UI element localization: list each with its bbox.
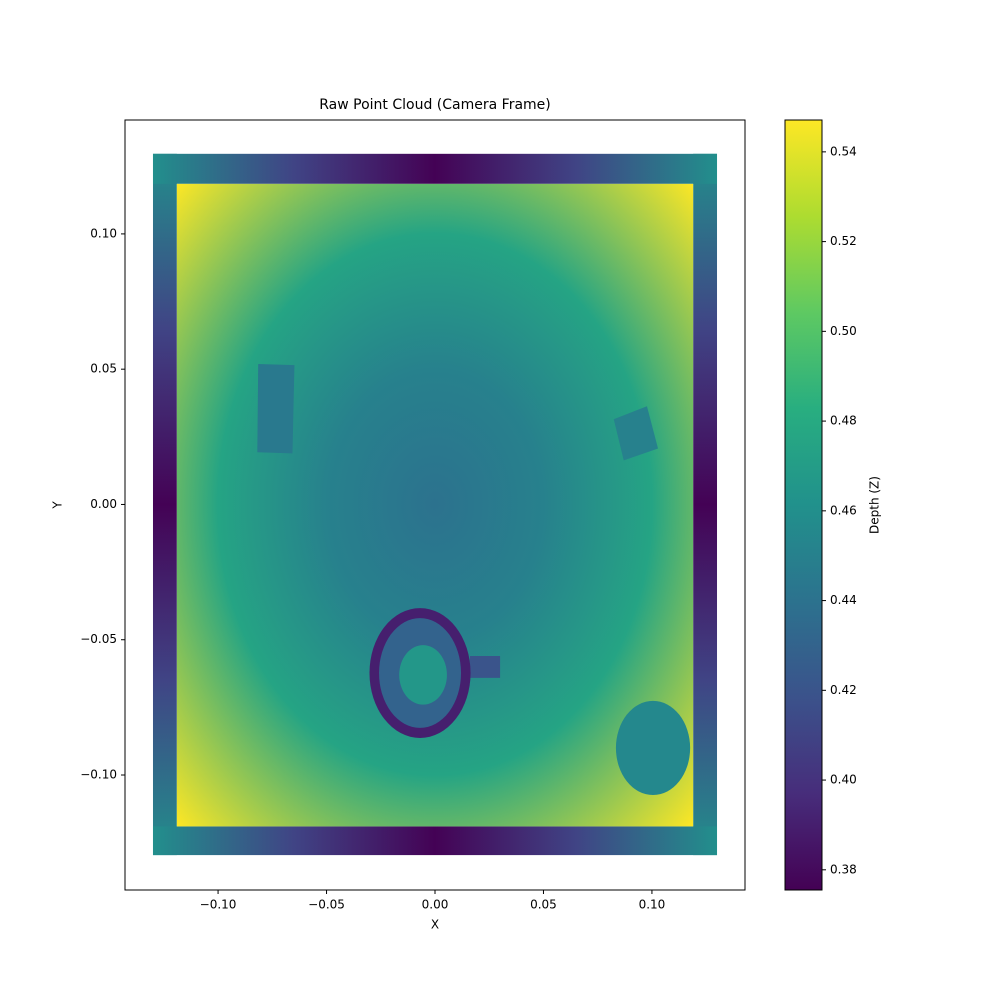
object-points — [399, 645, 447, 705]
colorbar-tick-label: 0.38 — [830, 862, 857, 876]
x-axis-label: X — [431, 918, 439, 932]
colorbar-tick-label: 0.40 — [830, 773, 857, 787]
object-points — [469, 655, 501, 678]
x-tick-label: 0.10 — [639, 898, 666, 912]
frame-bottom — [152, 826, 718, 856]
colorbar-tick-label: 0.54 — [830, 144, 857, 158]
frame-right — [693, 153, 718, 856]
colorbar-tick-label: 0.50 — [830, 324, 857, 338]
colorbar-tick-label: 0.52 — [830, 234, 857, 248]
x-tick-label: −0.10 — [200, 898, 237, 912]
y-tick-label: −0.05 — [80, 632, 117, 646]
y-axis-label: Y — [51, 501, 65, 510]
y-tick-label: 0.05 — [90, 362, 117, 376]
colorbar-tick-label: 0.48 — [830, 414, 857, 428]
frame-left — [152, 153, 177, 856]
x-tick-label: 0.00 — [422, 898, 449, 912]
x-tick-label: −0.05 — [308, 898, 345, 912]
colorbar-label: Depth (Z) — [868, 476, 882, 534]
colorbar-tick-label: 0.44 — [830, 593, 857, 607]
y-tick-label: 0.10 — [90, 226, 117, 240]
y-tick-label: 0.00 — [90, 497, 117, 511]
object-points — [257, 364, 295, 454]
object-points — [613, 406, 659, 461]
frame-top — [152, 153, 718, 184]
object-points — [615, 700, 691, 796]
colorbar-tick-label: 0.46 — [830, 503, 857, 517]
y-tick-label: −0.10 — [80, 768, 117, 782]
x-tick-label: 0.05 — [530, 898, 557, 912]
colorbar-tick-label: 0.42 — [830, 683, 857, 697]
colorbar — [784, 119, 823, 891]
chart-title: Raw Point Cloud (Camera Frame) — [319, 97, 551, 113]
